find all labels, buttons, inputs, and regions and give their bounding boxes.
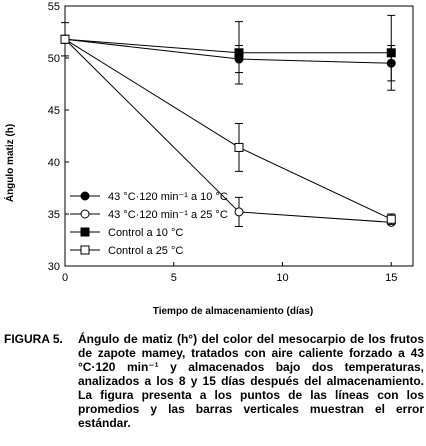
caption-label: FIGURA 5. (4, 332, 63, 346)
series-4 (60, 34, 396, 225)
legend-label: 43 °C·120 min⁻¹ a 25 °C (108, 209, 228, 221)
legend-item: Control a 10 °C (70, 227, 183, 239)
legend-label: Control a 25 °C (108, 245, 183, 257)
legend-item: Control a 25 °C (70, 245, 183, 257)
y-axis-title: Ángulo matiz (h) (3, 124, 16, 202)
caption-text: Ángulo de matiz (h°) del color del mesoc… (78, 332, 424, 430)
data-point (386, 48, 396, 58)
series-1 (60, 34, 396, 82)
plot-frame (64, 5, 414, 267)
y-tick-label: 35 (48, 209, 60, 221)
data-point (234, 142, 244, 152)
series-layer (60, 14, 396, 227)
legend-marker (80, 245, 90, 255)
legend-item: 43 °C·120 min⁻¹ a 25 °C (70, 209, 228, 221)
legend-marker (80, 227, 90, 237)
y-tick-label: 55 (48, 1, 60, 13)
x-tick-label: 5 (171, 272, 177, 284)
y-axis: 30 35 40 45 50 55 (48, 1, 69, 273)
legend-marker (80, 191, 90, 201)
y-tick-label: 50 (48, 53, 60, 65)
x-tick-label: 15 (385, 272, 397, 284)
legend-item: 43 °C·120 min⁻¹ a 10 °C (70, 191, 228, 203)
legend-label: Control a 10 °C (108, 227, 183, 239)
x-tick-label: 0 (62, 272, 68, 284)
chart: 0 5 10 15 30 35 40 45 50 55 Ángulo matiz (h) Tie… (3, 1, 414, 317)
data-point (386, 214, 396, 224)
x-tick-label: 10 (276, 272, 288, 284)
legend: 43 °C·120 min⁻¹ a 10 °C 43 °C·120 min⁻¹ a… (70, 191, 228, 257)
series-3 (60, 14, 396, 91)
legend-marker (80, 209, 90, 219)
plot-border (64, 5, 414, 267)
x-axis: 0 5 10 15 (62, 262, 397, 284)
x-axis-title: Tiempo de almacenamiento (días) (153, 306, 313, 317)
data-point (60, 34, 70, 44)
series-line (64, 38, 392, 54)
data-point (234, 48, 244, 58)
y-tick-label: 40 (48, 157, 60, 169)
y-tick-label: 30 (48, 261, 60, 273)
legend-label: 43 °C·120 min⁻¹ a 10 °C (108, 191, 228, 203)
figure-caption: FIGURA 5. Ángulo de matiz (h°) del color… (4, 332, 424, 430)
data-point (234, 207, 244, 217)
y-tick-label: 45 (48, 105, 60, 117)
